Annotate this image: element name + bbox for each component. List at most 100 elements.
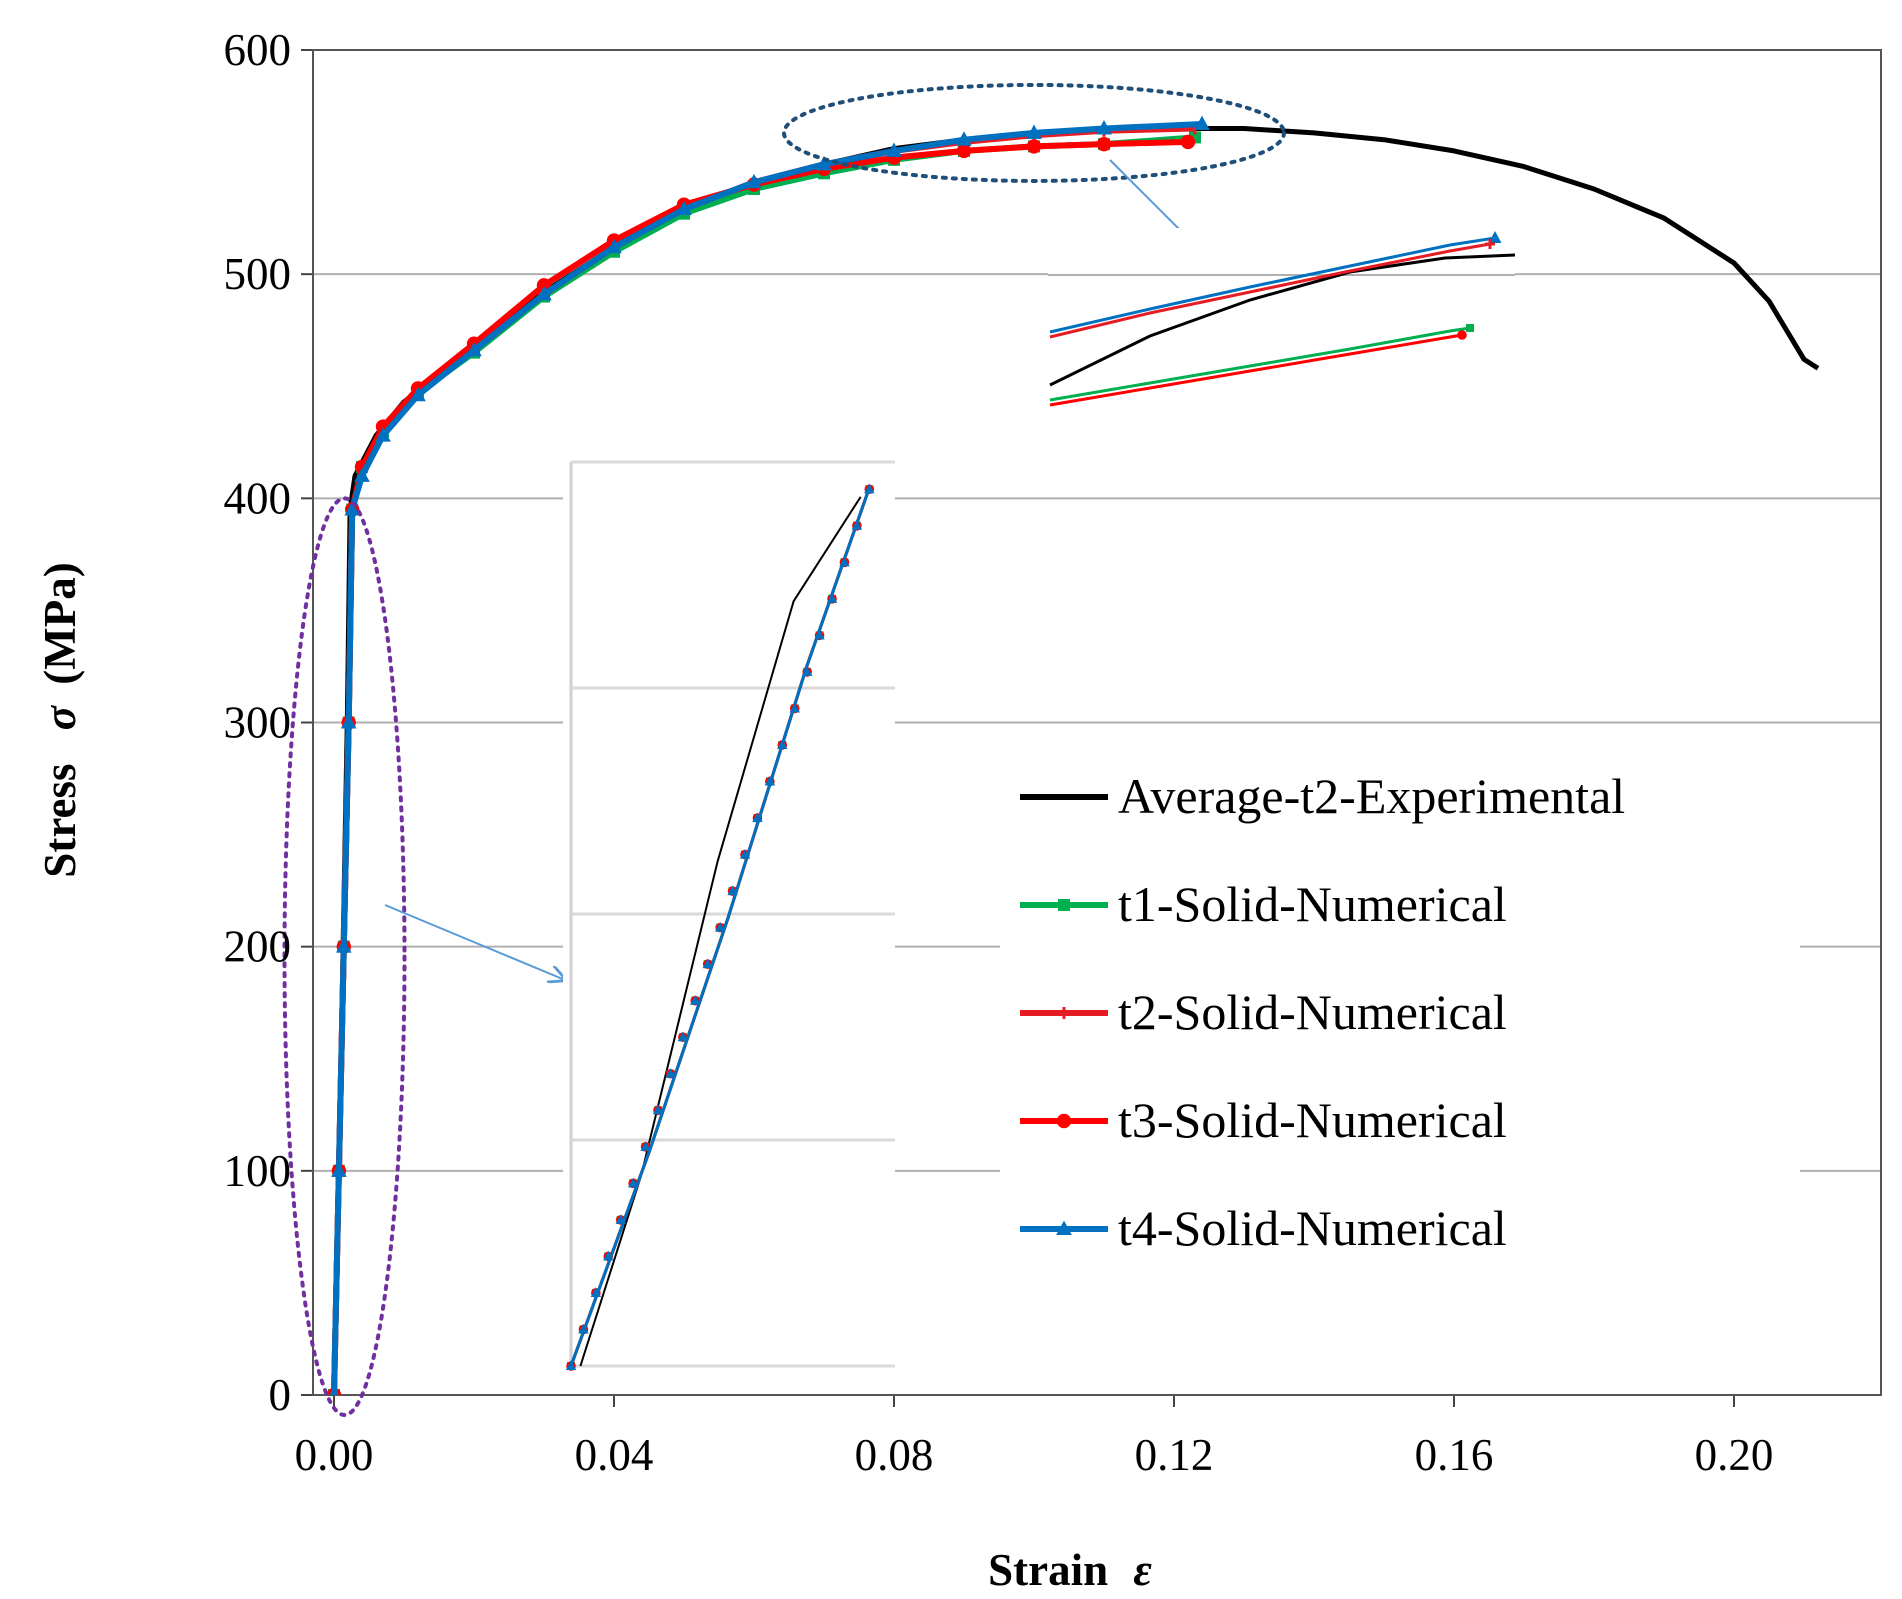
y-tick-label: 400	[224, 473, 292, 523]
elastic-inset-point	[565, 1360, 577, 1370]
elastic-inset-point	[590, 1287, 602, 1297]
elastic-inset-point	[627, 1177, 639, 1188]
y-tick-label: 100	[224, 1146, 292, 1196]
data-point	[1180, 134, 1196, 150]
legend-item: t1-Solid-Numerical	[1020, 876, 1507, 932]
legend-item: Average-t2-Experimental	[1020, 768, 1625, 824]
y-tick-label: 0	[269, 1370, 292, 1420]
x-axis-title-symbol: ε	[1133, 1545, 1152, 1594]
data-point	[536, 285, 552, 301]
data-point	[336, 938, 352, 953]
elastic-inset-point	[777, 739, 788, 749]
elastic-inset-point	[640, 1141, 651, 1151]
elastic-inset-point	[665, 1068, 676, 1078]
elastic-inset-point	[702, 958, 713, 969]
data-point	[1096, 120, 1112, 135]
data-point	[816, 155, 832, 171]
elastic-inset-t4-Solid-Numerical	[565, 483, 875, 1370]
elastic-inset-point	[752, 812, 763, 823]
elastic-inset-point	[739, 848, 751, 859]
elastic-inset-point	[851, 520, 863, 530]
x-tick-label: 0.12	[1135, 1430, 1214, 1480]
data-point	[886, 142, 902, 157]
data-point	[375, 427, 391, 442]
peak-region-ellipse	[782, 82, 1286, 183]
data-point	[956, 143, 972, 159]
legend-label: Average-t2-Experimental	[1118, 768, 1625, 824]
peak-inset-t1	[1049, 326, 1471, 402]
elastic-inset-experimental	[579, 496, 862, 1367]
data-point	[1026, 124, 1042, 139]
elastic-inset-point	[615, 1214, 626, 1224]
tick-labels: 0 100 200 300 400 500 600 0.00 0.04 0.08 0.12 0.16 0…	[224, 25, 1774, 1480]
peak-inset-experimental	[1049, 253, 1516, 387]
peak-inset-t3	[1049, 333, 1463, 407]
elastic-zoom-arrow	[384, 904, 565, 980]
legend-item: t4-Solid-Numerical	[1020, 1200, 1507, 1256]
elastic-inset-point	[690, 995, 701, 1005]
legend-swatch-marker	[1056, 1220, 1072, 1235]
legend-label: t3-Solid-Numerical	[1118, 1092, 1507, 1148]
legend-label: t4-Solid-Numerical	[1118, 1200, 1507, 1256]
data-point	[466, 341, 482, 357]
x-axis-title: Strain ε	[988, 1545, 1152, 1594]
data-point	[344, 501, 360, 516]
elastic-inset-point	[603, 1250, 614, 1261]
y-axis-title-unit: (MPa)	[35, 562, 85, 684]
y-tick-label: 300	[224, 698, 292, 748]
legend-label: t2-Solid-Numerical	[1118, 984, 1507, 1040]
data-point	[329, 1386, 339, 1395]
y-axis-title: Stress σ (MPa)	[35, 562, 85, 877]
peak-inset-t4	[1049, 236, 1496, 334]
data-point	[956, 131, 972, 146]
legend-label: t1-Solid-Numerical	[1118, 876, 1507, 932]
series-t4-Solid-Numerical	[329, 115, 1210, 1395]
legend-background	[1000, 740, 1800, 1260]
elastic-inset-point	[814, 629, 825, 640]
legend-swatch-marker	[1056, 1113, 1072, 1129]
peak-inset-point	[1466, 324, 1474, 332]
elastic-inset-point	[727, 885, 738, 896]
peak-inset-point	[1485, 239, 1495, 249]
y-tick-label: 600	[224, 25, 292, 75]
elastic-inset-point	[677, 1031, 689, 1042]
elastic-inset-point	[801, 666, 813, 676]
elastic-inset-point	[839, 556, 850, 567]
axis-layer	[301, 49, 1882, 1407]
data-point	[410, 386, 426, 402]
plot-frame	[312, 49, 1882, 1396]
y-tick-label: 500	[224, 249, 292, 299]
peak-inset-t2	[1049, 242, 1491, 339]
elastic-inset-point	[826, 593, 838, 603]
legend-item: t2-Solid-Numerical	[1020, 984, 1507, 1040]
legend: Average-t2-Experimental t1-Solid-Numerica…	[1000, 740, 1800, 1260]
elastic-region-ellipse	[282, 496, 407, 1418]
data-point	[1096, 136, 1112, 152]
elastic-inset-point	[714, 922, 726, 932]
legend-swatch-marker	[1058, 1007, 1070, 1019]
inset-layer	[563, 228, 1516, 1371]
y-axis-title-text: Stress	[35, 764, 85, 878]
data-point	[676, 200, 692, 216]
data-point	[1194, 115, 1210, 130]
elastic-inset-point	[652, 1104, 664, 1115]
elastic-inset-point	[764, 775, 776, 786]
data-point	[331, 1162, 347, 1177]
data-point	[606, 238, 622, 254]
elastic-inset-point	[864, 483, 875, 494]
x-tick-label: 0.04	[575, 1430, 654, 1480]
legend-swatch-marker	[1058, 899, 1070, 911]
data-point	[340, 714, 357, 729]
x-tick-label: 0.20	[1695, 1430, 1774, 1480]
peak-inset-point	[1488, 231, 1502, 243]
x-axis-title-text: Strain	[988, 1545, 1108, 1594]
y-tick-label: 200	[224, 922, 292, 972]
series-layer	[326, 115, 1820, 1395]
legend-item: t3-Solid-Numerical	[1020, 1092, 1507, 1148]
data-point	[1026, 139, 1042, 154]
data-point	[746, 173, 762, 189]
x-tick-label: 0.08	[855, 1430, 934, 1480]
elastic-inset-point	[789, 702, 800, 713]
